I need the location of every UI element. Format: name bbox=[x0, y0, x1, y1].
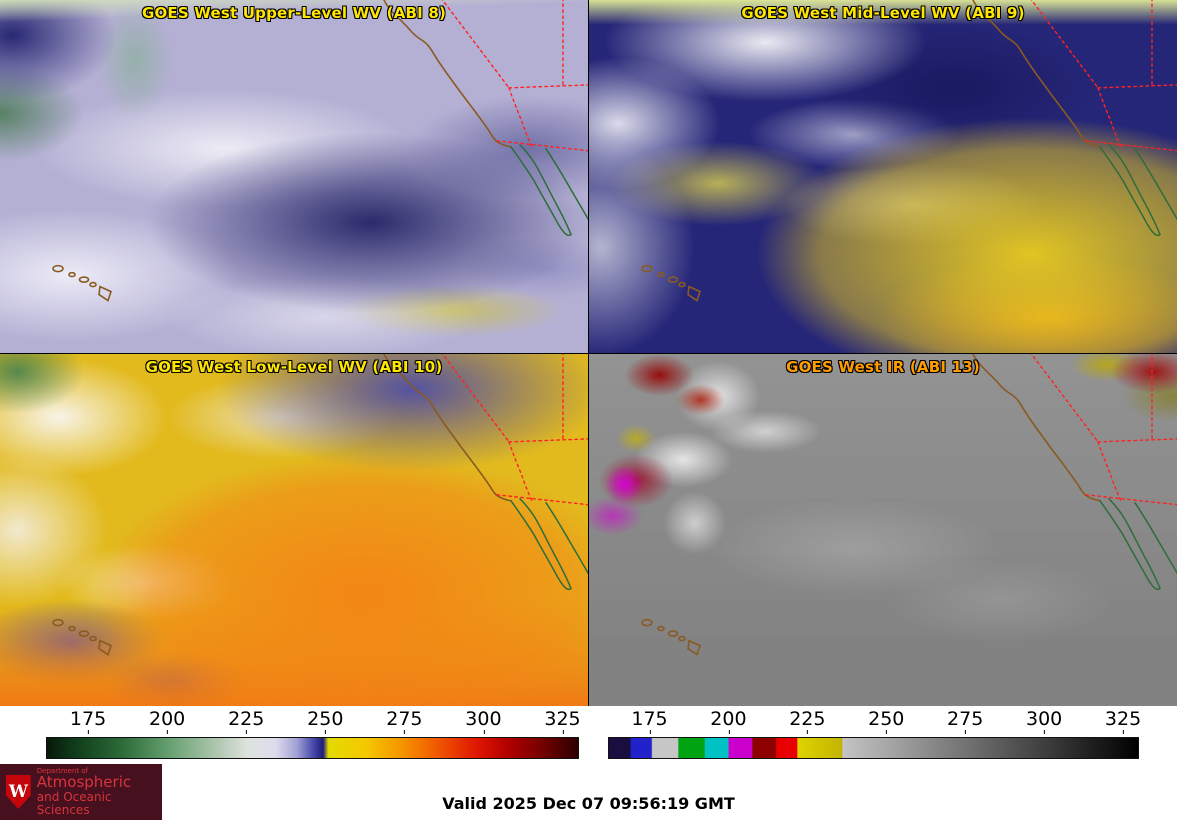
coastline-overlay bbox=[52, 353, 588, 655]
tick-label: 225 bbox=[789, 708, 826, 734]
tick-label: 250 bbox=[868, 708, 905, 734]
wv-colorbar: 175 200 225 250 275 300 325 bbox=[0, 706, 589, 764]
panel-title-upper-wv: GOES West Upper-Level WV (ABI 8) bbox=[141, 4, 447, 22]
tick-label: 325 bbox=[1104, 708, 1142, 734]
coastline-overlay bbox=[641, 353, 1177, 655]
tick-label: 325 bbox=[544, 708, 581, 734]
tick-label: 200 bbox=[149, 708, 186, 734]
tick-label: 175 bbox=[631, 708, 668, 734]
tick-label: 200 bbox=[710, 708, 747, 734]
aos-logo-text: Department of Atmospheric and Oceanic Sc… bbox=[36, 766, 162, 817]
logo-dept-line: Department of bbox=[36, 766, 89, 775]
aos-logo[interactable]: W Department of Atmospheric and Oceanic … bbox=[0, 764, 162, 820]
panel-mid-level-wv[interactable]: GOES West Mid-Level WV (ABI 9) bbox=[589, 0, 1177, 353]
footer: W Department of Atmospheric and Oceanic … bbox=[0, 764, 1177, 820]
valid-timestamp: Valid 2025 Dec 07 09:56:19 GMT bbox=[442, 794, 735, 813]
satellite-quad-grid: GOES West Upper-Level WV (ABI 8) GOES We… bbox=[0, 0, 1177, 706]
wv-colorbar-gradient bbox=[46, 737, 579, 759]
tick-label: 275 bbox=[386, 708, 423, 734]
ir-colorbar: 175 200 225 250 275 300 325 bbox=[589, 706, 1177, 764]
colorbar-scales: 175 200 225 250 275 300 325 175 200 225 … bbox=[0, 706, 1177, 764]
ir-colorbar-gradient bbox=[607, 737, 1139, 759]
panel-ir[interactable]: GOES West IR (ABI 13) bbox=[589, 353, 1177, 706]
logo-line-1: Atmospheric bbox=[36, 773, 132, 792]
tick-label: 175 bbox=[69, 708, 107, 734]
logo-line-2: and Oceanic Sciences bbox=[36, 789, 112, 817]
tick-label: 300 bbox=[1025, 708, 1063, 734]
panel-title-ir: GOES West IR (ABI 13) bbox=[786, 357, 980, 376]
coastline-overlay bbox=[52, 0, 588, 302]
panel-title-mid-wv: GOES West Mid-Level WV (ABI 9) bbox=[741, 4, 1025, 22]
tick-label: 225 bbox=[228, 708, 265, 734]
panel-upper-level-wv[interactable]: GOES West Upper-Level WV (ABI 8) bbox=[0, 0, 588, 353]
panel-low-level-wv[interactable]: GOES West Low-Level WV (ABI 10) bbox=[0, 353, 588, 706]
coastline-overlay bbox=[641, 0, 1177, 302]
panel-title-low-wv: GOES West Low-Level WV (ABI 10) bbox=[145, 357, 443, 376]
tick-label: 300 bbox=[465, 708, 502, 734]
tick-label: 275 bbox=[947, 708, 984, 734]
tick-label: 250 bbox=[307, 708, 344, 734]
